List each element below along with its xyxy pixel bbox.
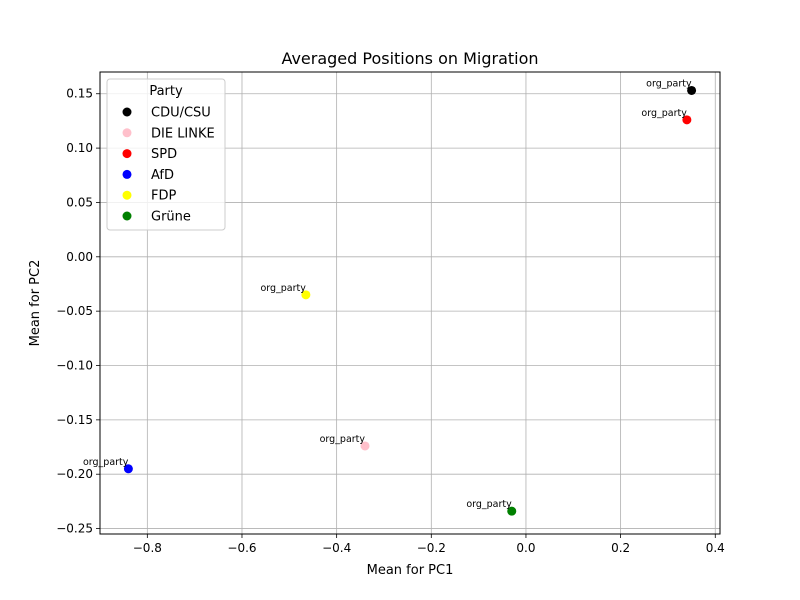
plot-frame [99, 71, 721, 535]
y-tick-label: 0.15 [66, 87, 93, 101]
legend: Party CDU/CSU DIE LINKE SPD AfD FDP Grüne [106, 78, 226, 231]
y-axis-label: Mean for PC2 [28, 260, 43, 347]
data-point [682, 115, 692, 125]
x-tick-label: 0.2 [611, 541, 630, 555]
data-point [301, 290, 311, 300]
legend-box [106, 78, 226, 231]
legend-title: Party [149, 84, 183, 99]
x-tick-label: 0.0 [516, 541, 535, 555]
point-label: org_party [260, 283, 306, 294]
point-label: org_party [320, 434, 366, 445]
chart-title: Averaged Positions on Migration [281, 49, 538, 68]
data-points [123, 85, 697, 516]
data-point [507, 506, 517, 516]
y-tick-label: −0.20 [56, 467, 93, 481]
legend-entry-label: AfD [151, 168, 174, 183]
legend-marker [122, 128, 132, 138]
x-tick-label: −0.8 [133, 541, 162, 555]
legend-marker [122, 149, 132, 159]
point-label: org_party [466, 499, 512, 510]
y-tick-label: −0.25 [56, 522, 93, 536]
legend-marker [122, 211, 132, 221]
x-axis-ticks: −0.8 −0.6 −0.4 −0.2 0.0 0.2 0.4 [133, 534, 725, 555]
y-tick-label: −0.15 [56, 413, 93, 427]
x-tick-label: −0.2 [417, 541, 446, 555]
data-point [687, 85, 697, 95]
point-labels: org_party org_party org_party org_party org_… [83, 78, 692, 510]
x-axis-label: Mean for PC1 [367, 563, 454, 578]
legend-marker [122, 169, 132, 179]
x-tick-label: −0.4 [322, 541, 351, 555]
y-axis-ticks: 0.15 0.10 0.05 0.00 −0.05 −0.10 −0.15 −0.20 −0.2… [56, 87, 100, 536]
point-label: org_party [641, 108, 687, 119]
y-tick-label: −0.10 [56, 359, 93, 373]
y-tick-label: −0.05 [56, 304, 93, 318]
x-tick-label: 0.4 [706, 541, 725, 555]
legend-entry-label: CDU/CSU [151, 106, 211, 121]
legend-marker [122, 190, 132, 200]
legend-entry-label: DIE LINKE [151, 126, 215, 141]
legend-entry-label: Grüne [151, 210, 191, 225]
legend-marker [122, 107, 132, 117]
legend-items: CDU/CSU DIE LINKE SPD AfD FDP Grüne [122, 106, 215, 225]
data-point [360, 441, 370, 451]
point-label: org_party [646, 78, 692, 89]
legend-entry-label: FDP [151, 189, 176, 204]
y-tick-label: 0.05 [66, 195, 93, 209]
y-tick-label: 0.00 [66, 250, 93, 264]
legend-entry-label: SPD [151, 147, 177, 162]
point-label: org_party [83, 457, 129, 468]
x-tick-label: −0.6 [227, 541, 256, 555]
y-tick-label: 0.10 [66, 141, 93, 155]
data-point [123, 464, 133, 474]
